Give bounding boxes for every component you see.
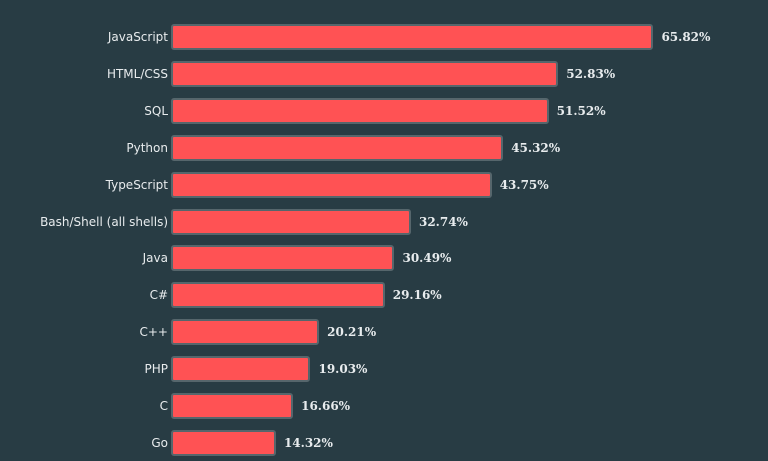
category-label: TypeScript: [105, 177, 168, 192]
bar: [171, 134, 504, 161]
category-label: C++: [139, 325, 169, 340]
bar: [171, 282, 385, 309]
bar: [171, 208, 411, 235]
value-label: 19.03%: [318, 362, 368, 377]
value-label: 30.49%: [402, 251, 452, 266]
chart-row: C# 29.16%: [0, 282, 768, 309]
bar: [171, 60, 559, 87]
bar: [171, 24, 654, 50]
value-label: 32.74%: [418, 214, 468, 229]
chart-row: Java 30.49%: [0, 245, 768, 272]
value-label: 45.32%: [511, 140, 561, 155]
bar: [171, 245, 395, 272]
chart-row: C++ 20.21%: [0, 319, 768, 346]
chart-row: C 16.66%: [0, 393, 768, 419]
value-label: 29.16%: [392, 288, 442, 303]
bar: [171, 319, 320, 346]
category-label: C: [159, 399, 168, 413]
value-label: 14.32%: [283, 435, 333, 450]
chart-row: HTML/CSS 52.83%: [0, 60, 768, 87]
bar: [171, 171, 492, 198]
value-label: 65.82%: [661, 30, 711, 44]
value-label: 51.52%: [556, 103, 606, 118]
category-label: Python: [126, 140, 168, 155]
category-label: Java: [142, 251, 168, 266]
value-label: 16.66%: [301, 399, 351, 413]
value-label: 43.75%: [499, 177, 549, 192]
bar: [171, 356, 311, 383]
chart-row: SQL 51.52%: [0, 97, 768, 124]
bar: [171, 393, 294, 419]
category-label: HTML/CSS: [106, 66, 168, 81]
chart-row: TypeScript 43.75%: [0, 171, 768, 198]
chart-row: Bash/Shell (all shells) 32.74%: [0, 208, 768, 235]
value-label: 52.83%: [566, 66, 616, 81]
category-label: SQL: [144, 103, 168, 118]
category-label: JavaScript: [107, 30, 168, 44]
category-label: PHP: [144, 362, 169, 377]
bar: [171, 97, 549, 124]
chart-row: Go 14.32%: [0, 429, 768, 456]
category-label: Go: [151, 435, 168, 450]
chart-row: Python 45.32%: [0, 134, 768, 161]
chart-row: JavaScript 65.82%: [0, 24, 768, 50]
bar: [171, 429, 276, 456]
category-label: C#: [149, 288, 168, 303]
value-label: 20.21%: [327, 325, 377, 340]
chart-row: PHP 19.03%: [0, 356, 768, 383]
category-label: Bash/Shell (all shells): [40, 214, 168, 229]
